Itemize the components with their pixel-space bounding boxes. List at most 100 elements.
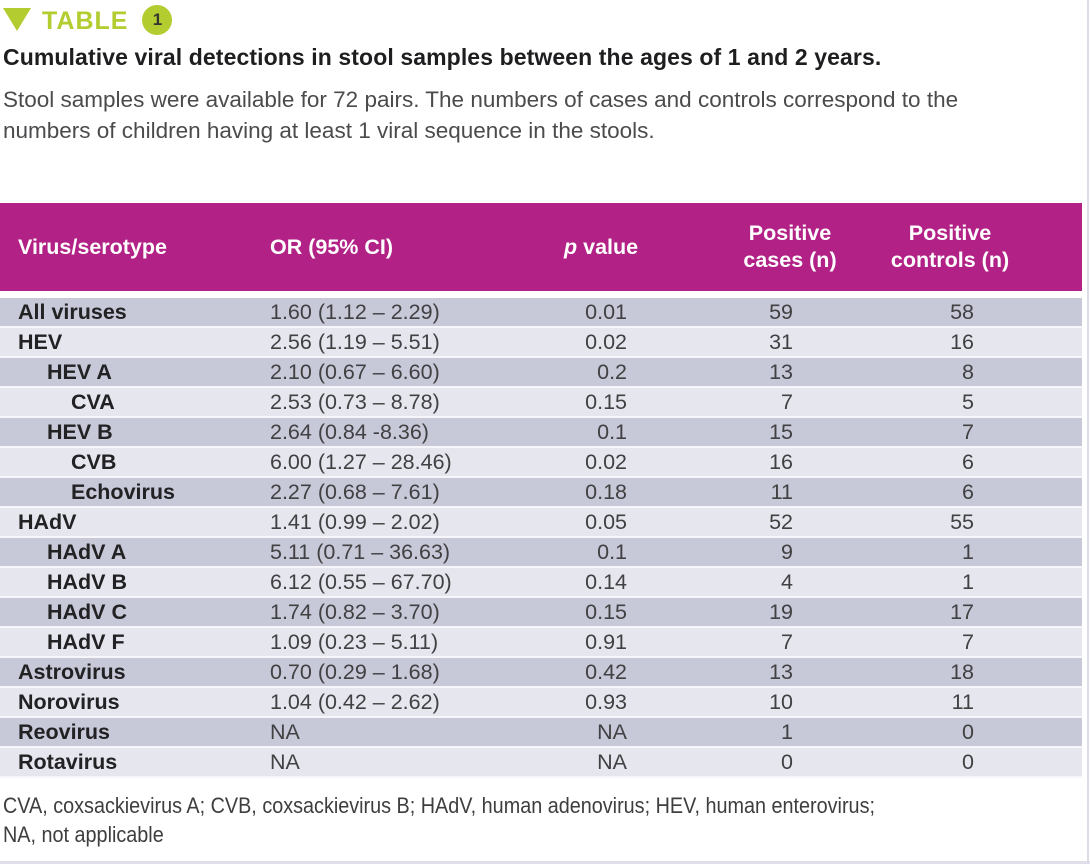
- p-value-cell: NA: [556, 718, 668, 748]
- positive-controls-cell: 6: [872, 448, 1082, 478]
- virus-name-cell: All viruses: [0, 298, 258, 328]
- table-row: HAdV B 6.12 (0.55 – 67.70) 0.14 4 1: [0, 568, 1082, 598]
- p-value-cell: 0.15: [556, 388, 668, 418]
- p-value-cell: 0.91: [556, 628, 668, 658]
- positive-controls-cell: 1: [872, 568, 1082, 598]
- positive-controls-cell: 17: [872, 598, 1082, 628]
- table-description: Stool samples were available for 72 pair…: [3, 84, 958, 146]
- positive-controls-line-2: controls (n): [890, 248, 1010, 272]
- or-ci-cell: 1.74 (0.82 – 3.70): [258, 598, 556, 628]
- p-value-rest: value: [583, 234, 639, 259]
- table-header-row: Virus/serotype OR (95% CI) p value Positi…: [0, 203, 1082, 298]
- table-row: HAdV A 5.11 (0.71 – 36.63) 0.1 9 1: [0, 538, 1082, 568]
- or-ci-cell: 6.00 (1.27 – 28.46): [258, 448, 556, 478]
- p-value-cell: NA: [556, 748, 668, 778]
- table-header: Virus/serotype OR (95% CI) p value Positi…: [0, 203, 1082, 298]
- p-value-cell: 0.15: [556, 598, 668, 628]
- or-ci-cell: 0.70 (0.29 – 1.68): [258, 658, 556, 688]
- or-ci-cell: 1.09 (0.23 – 5.11): [258, 628, 556, 658]
- positive-cases-cell: 52: [668, 508, 872, 538]
- positive-controls-cell: 7: [872, 628, 1082, 658]
- table-row: CVB 6.00 (1.27 – 28.46) 0.02 16 6: [0, 448, 1082, 478]
- positive-cases-cell: 13: [668, 658, 872, 688]
- or-ci-cell: 2.56 (1.19 – 5.51): [258, 328, 556, 358]
- positive-cases-cell: 7: [668, 628, 872, 658]
- table-row: HAdV F 1.09 (0.23 – 5.11) 0.91 7 7: [0, 628, 1082, 658]
- table-row: HEV A 2.10 (0.67 – 6.60) 0.2 13 8: [0, 358, 1082, 388]
- col-header-or-ci: OR (95% CI): [258, 203, 556, 298]
- footnote-line-1: CVA, coxsackievirus A; CVB, coxsackievir…: [3, 793, 875, 818]
- positive-controls-cell: 8: [872, 358, 1082, 388]
- positive-cases-cell: 59: [668, 298, 872, 328]
- page-edge-line-right: [1087, 0, 1089, 864]
- virus-name-cell: CVB: [0, 448, 258, 478]
- or-ci-cell: 6.12 (0.55 – 67.70): [258, 568, 556, 598]
- positive-controls-cell: 58: [872, 298, 1082, 328]
- or-ci-cell: 5.11 (0.71 – 36.63): [258, 538, 556, 568]
- positive-controls-cell: 5: [872, 388, 1082, 418]
- table-row: Echovirus 2.27 (0.68 – 7.61) 0.18 11 6: [0, 478, 1082, 508]
- table-number-badge: 1: [142, 5, 173, 35]
- virus-name-cell: HAdV B: [0, 568, 258, 598]
- virus-name-cell: Reovirus: [0, 718, 258, 748]
- or-ci-cell: 1.60 (1.12 – 2.29): [258, 298, 556, 328]
- or-ci-cell: 2.10 (0.67 – 6.60): [258, 358, 556, 388]
- page-edge-line-bottom: [0, 861, 1090, 864]
- positive-cases-cell: 0: [668, 748, 872, 778]
- or-ci-cell: 2.27 (0.68 – 7.61): [258, 478, 556, 508]
- virus-name-cell: HEV B: [0, 418, 258, 448]
- virus-name-cell: HAdV A: [0, 538, 258, 568]
- or-ci-cell: 1.41 (0.99 – 2.02): [258, 508, 556, 538]
- table-title: Cumulative viral detections in stool sam…: [3, 44, 882, 70]
- virus-name-cell: Rotavirus: [0, 748, 258, 778]
- positive-cases-cell: 15: [668, 418, 872, 448]
- p-value-cell: 0.93: [556, 688, 668, 718]
- col-header-positive-controls: Positive controls (n): [872, 203, 1082, 298]
- positive-controls-cell: 1: [872, 538, 1082, 568]
- p-value-cell: 0.1: [556, 418, 668, 448]
- p-value-cell: 0.02: [556, 328, 668, 358]
- positive-controls-cell: 18: [872, 658, 1082, 688]
- collapse-triangle-icon[interactable]: [3, 7, 31, 31]
- positive-cases-cell: 11: [668, 478, 872, 508]
- table-label-row: TABLE 1: [3, 5, 173, 37]
- virus-name-cell: CVA: [0, 388, 258, 418]
- or-ci-cell: 2.64 (0.84 -8.36): [258, 418, 556, 448]
- positive-controls-cell: 16: [872, 328, 1082, 358]
- table-row: All viruses 1.60 (1.12 – 2.29) 0.01 59 58: [0, 298, 1082, 328]
- positive-cases-line-1: Positive: [748, 221, 832, 245]
- virus-name-cell: HEV A: [0, 358, 258, 388]
- table-row: HAdV C 1.74 (0.82 – 3.70) 0.15 19 17: [0, 598, 1082, 628]
- positive-cases-cell: 1: [668, 718, 872, 748]
- positive-controls-cell: 7: [872, 418, 1082, 448]
- col-header-p-value: p value: [556, 203, 668, 298]
- positive-cases-cell: 31: [668, 328, 872, 358]
- p-value-cell: 0.14: [556, 568, 668, 598]
- or-ci-cell: NA: [258, 718, 556, 748]
- description-line-1: Stool samples were available for 72 pair…: [3, 87, 959, 112]
- table-body: All viruses 1.60 (1.12 – 2.29) 0.01 59 58 HEV…: [0, 298, 1082, 778]
- virus-name-cell: HEV: [0, 328, 258, 358]
- or-ci-cell: NA: [258, 748, 556, 778]
- p-value-cell: 0.01: [556, 298, 668, 328]
- p-value-cell: 0.18: [556, 478, 668, 508]
- table-number: 1: [152, 10, 163, 29]
- table-label: TABLE: [42, 6, 129, 35]
- virus-name-cell: HAdV: [0, 508, 258, 538]
- footnote-line-2: NA, not applicable: [3, 822, 164, 847]
- positive-controls-cell: 6: [872, 478, 1082, 508]
- p-value-cell: 0.1: [556, 538, 668, 568]
- positive-cases-cell: 19: [668, 598, 872, 628]
- positive-cases-cell: 4: [668, 568, 872, 598]
- abbreviations-footnote: CVA, coxsackievirus A; CVB, coxsackievir…: [3, 791, 875, 849]
- virus-name-cell: HAdV F: [0, 628, 258, 658]
- viral-detections-table: Virus/serotype OR (95% CI) p value Positi…: [0, 203, 1082, 778]
- positive-controls-cell: 11: [872, 688, 1082, 718]
- virus-name-cell: Norovirus: [0, 688, 258, 718]
- p-value-cell: 0.42: [556, 658, 668, 688]
- table-row: Rotavirus NA NA 0 0: [0, 748, 1082, 778]
- description-line-2: numbers of children having at least 1 vi…: [3, 118, 655, 143]
- positive-cases-cell: 9: [668, 538, 872, 568]
- table-row: HEV B 2.64 (0.84 -8.36) 0.1 15 7: [0, 418, 1082, 448]
- virus-name-cell: Astrovirus: [0, 658, 258, 688]
